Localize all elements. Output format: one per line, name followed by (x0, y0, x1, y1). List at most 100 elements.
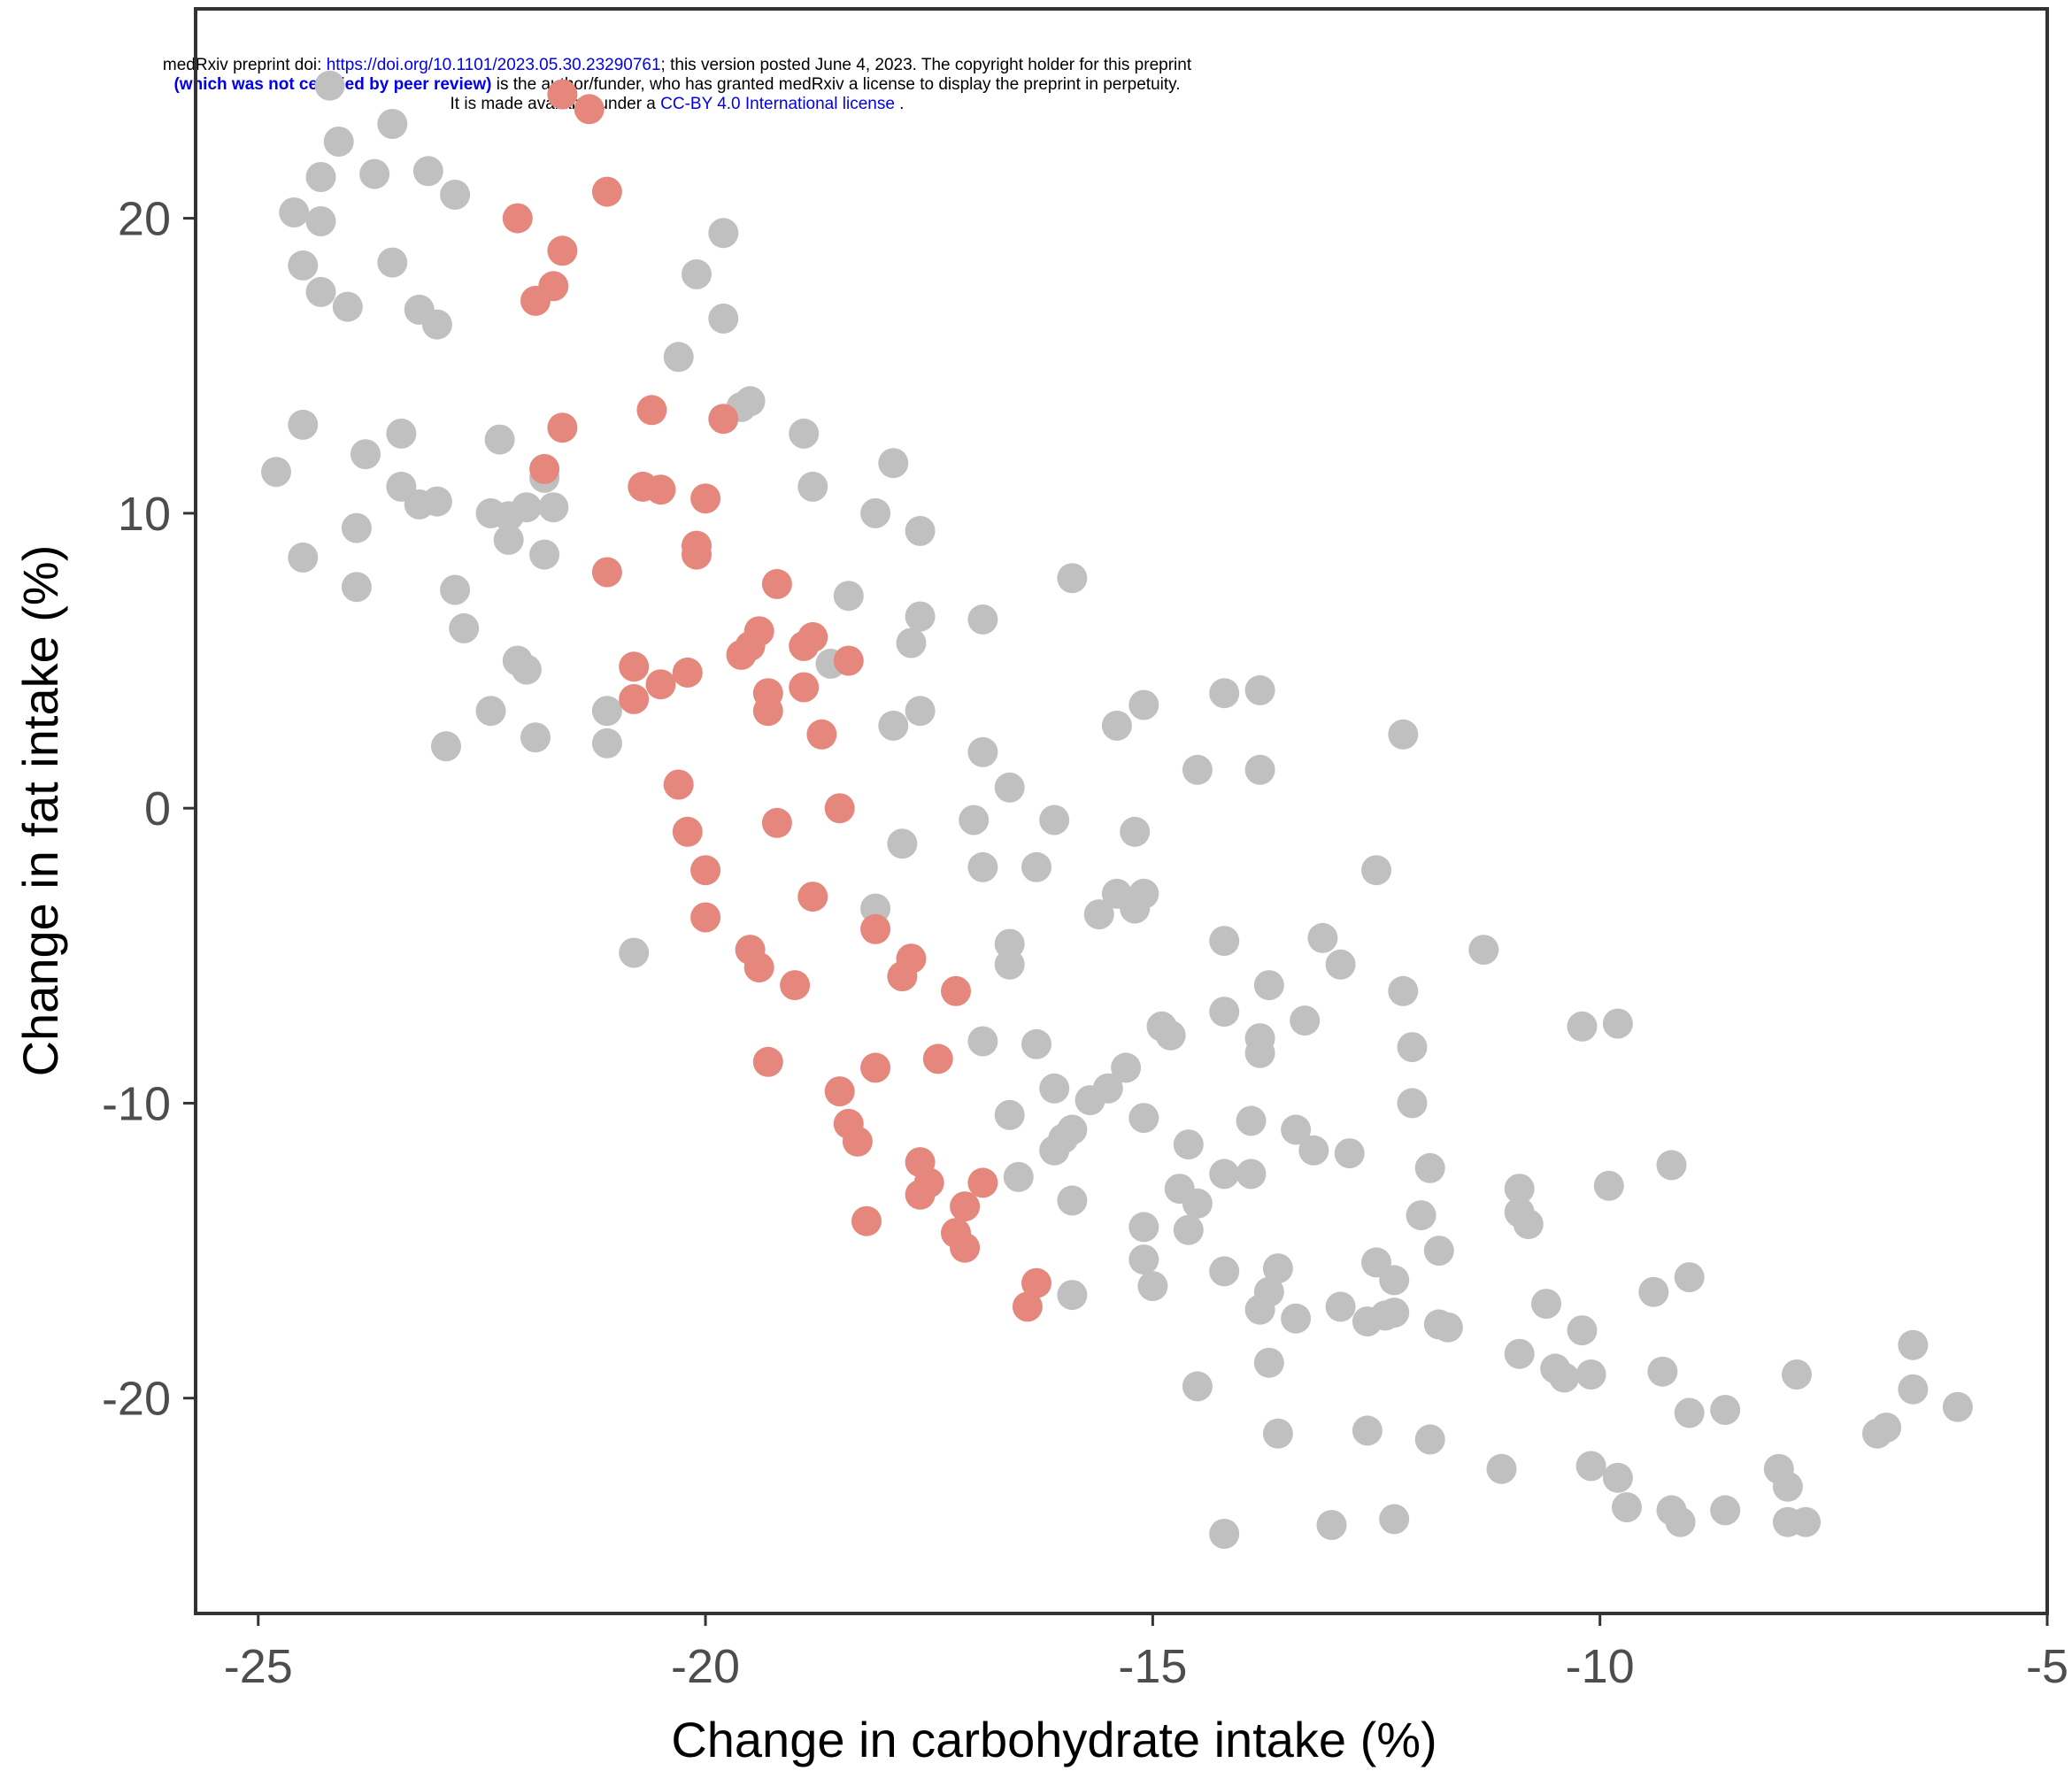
data-point-gray (1209, 1256, 1240, 1287)
data-point-red (860, 1052, 891, 1083)
data-point-gray (1253, 1276, 1284, 1307)
data-point-gray (332, 291, 363, 322)
data-point-gray (1101, 710, 1132, 741)
notice-line1-suffix: ; this version posted June 4, 2023. The … (660, 56, 1192, 74)
data-point-gray (1003, 1161, 1034, 1192)
data-point-gray (377, 247, 408, 278)
data-point-red (752, 696, 783, 727)
data-point-gray (1352, 1415, 1383, 1446)
data-point-gray (1236, 1159, 1267, 1190)
data-point-red (663, 769, 694, 800)
data-point-gray (878, 448, 909, 479)
data-point-gray (305, 206, 336, 236)
data-point-gray (529, 539, 560, 570)
data-point-gray (1414, 1424, 1445, 1455)
data-point-gray (1942, 1391, 1973, 1422)
data-point-gray (440, 574, 471, 605)
data-point-gray (1656, 1150, 1687, 1181)
data-point-gray (1361, 855, 1391, 886)
data-point-gray (1128, 1244, 1159, 1275)
data-point-gray (1567, 1315, 1598, 1346)
data-point-red (529, 453, 560, 484)
y-tick-label: 0 (144, 782, 171, 835)
data-point-gray (994, 1099, 1025, 1130)
data-point-gray (1057, 1114, 1088, 1145)
data-point-gray (1039, 805, 1070, 835)
data-point-gray (493, 524, 524, 555)
data-point-gray (1128, 878, 1159, 909)
x-axis-label: Change in carbohydrate intake (%) (671, 1712, 1437, 1767)
data-point-gray (1281, 1114, 1312, 1145)
data-point-gray (421, 486, 452, 517)
plot-frame (194, 7, 2049, 1615)
data-point-red (520, 285, 551, 316)
data-point-gray (1674, 1398, 1705, 1428)
data-point-gray (1128, 1212, 1159, 1243)
data-point-gray (1128, 1103, 1159, 1134)
data-point-gray (735, 386, 766, 417)
data-point-gray (1128, 689, 1159, 720)
data-point-gray (1155, 1020, 1186, 1051)
data-point-gray (887, 828, 918, 859)
data-point-gray (896, 628, 927, 658)
data-point-gray (1612, 1492, 1642, 1522)
data-point-gray (860, 893, 891, 924)
data-point-gray (1281, 1303, 1312, 1334)
data-point-red (752, 1046, 783, 1077)
data-point-gray (511, 654, 542, 685)
data-point-gray (1871, 1413, 1902, 1443)
data-point-gray (377, 109, 408, 139)
data-point-red (789, 672, 820, 703)
data-point-red (726, 639, 757, 670)
data-point-red (860, 913, 891, 944)
data-point-gray (314, 70, 345, 101)
data-point-red (682, 539, 712, 570)
data-point-gray (350, 439, 381, 470)
data-point-gray (1772, 1471, 1803, 1502)
data-point-red (619, 651, 650, 682)
data-point-gray (1379, 1297, 1410, 1328)
data-point-gray (1244, 754, 1275, 785)
data-point-gray (1182, 754, 1213, 785)
data-point-gray (1593, 1170, 1624, 1201)
data-point-gray (421, 309, 452, 340)
data-point-gray (663, 342, 694, 373)
data-point-gray (1898, 1329, 1929, 1360)
data-point-gray (1209, 678, 1240, 709)
data-point-gray (1290, 1005, 1321, 1036)
data-point-red (690, 483, 721, 514)
data-point-gray (1575, 1359, 1606, 1390)
data-point-gray (967, 604, 998, 635)
license-link[interactable]: CC-BY 4.0 International license (660, 95, 895, 113)
data-point-gray (386, 418, 417, 449)
data-point-gray (1316, 1510, 1347, 1540)
data-point-red (672, 657, 703, 688)
data-point-gray (967, 736, 998, 767)
data-point-red (950, 1191, 981, 1222)
data-point-gray (288, 542, 319, 573)
x-tick-label: -10 (1566, 1640, 1635, 1693)
data-point-gray (1137, 1271, 1168, 1302)
data-point-red (761, 807, 792, 838)
data-point-red (761, 568, 792, 599)
data-point-red (824, 1076, 855, 1107)
data-point-gray (1782, 1359, 1812, 1390)
data-point-gray (905, 696, 936, 727)
data-point-gray (1120, 816, 1151, 847)
data-point-gray (1468, 935, 1499, 966)
data-point-gray (431, 731, 461, 762)
x-tick-label: -15 (1118, 1640, 1187, 1693)
data-point-gray (967, 1026, 998, 1057)
data-point-gray (1388, 719, 1419, 750)
data-point-red (645, 474, 676, 505)
data-point-gray (1388, 975, 1419, 1006)
data-point-gray (1710, 1395, 1741, 1425)
notice-line1-prefix: medRxiv preprint doi: (162, 56, 327, 74)
doi-link[interactable]: https://doi.org/10.1101/2023.05.30.23290… (326, 56, 661, 74)
data-point-red (574, 94, 605, 125)
y-tick-label: -20 (102, 1373, 171, 1426)
data-point-gray (1710, 1495, 1741, 1526)
data-point-gray (1397, 1088, 1428, 1119)
data-point-gray (1406, 1200, 1437, 1231)
